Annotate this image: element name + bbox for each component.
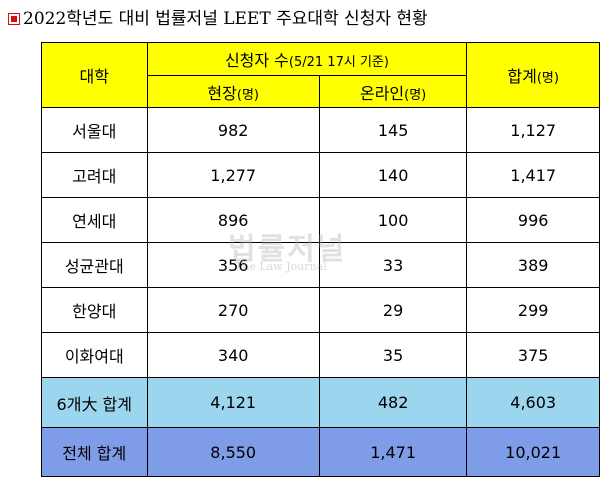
table-row: 연세대 896 100 996: [41, 197, 600, 243]
table-row: 서울대 982 145 1,127: [41, 107, 600, 153]
cell-university: 전체 합계: [41, 427, 148, 477]
cell-total: 996: [466, 197, 600, 243]
header-total: 합계(명): [466, 42, 600, 108]
header-applicants: 신청자 수(5/21 17시 기준): [146, 42, 468, 76]
cell-online: 1,471: [318, 427, 468, 477]
cell-onsite: 270: [146, 287, 320, 333]
cell-onsite: 340: [146, 332, 320, 378]
header-online: 온라인(명): [318, 75, 468, 108]
cell-online: 33: [318, 242, 468, 288]
cell-onsite: 896: [146, 197, 320, 243]
cell-total: 4,603: [466, 377, 600, 428]
cell-online: 140: [318, 152, 468, 198]
cell-university: 한양대: [41, 287, 148, 333]
header-applicants-main: 신청자 수: [224, 51, 289, 70]
cell-onsite: 356: [146, 242, 320, 288]
watermark-subtitle: The Law Journal: [235, 260, 327, 273]
cell-total: 389: [466, 242, 600, 288]
table-row: 성균관대 356 33 389: [41, 242, 600, 288]
title-text: 2022학년도 대비 법률저널 LEET 주요대학 신청자 현황: [23, 9, 428, 29]
page-title: 2022학년도 대비 법률저널 LEET 주요대학 신청자 현황: [8, 6, 428, 32]
applicants-table: 대학 신청자 수(5/21 17시 기준) 합계(명) 현장(명) 온라인(명)…: [41, 42, 600, 477]
red-square-bullet-icon: [8, 13, 20, 25]
cell-university: 이화여대: [41, 332, 148, 378]
table-row: 이화여대 340 35 375: [41, 332, 600, 378]
grand-total-row: 전체 합계 8,550 1,471 10,021: [41, 427, 600, 477]
header-applicants-note: (5/21 17시 기준): [288, 55, 389, 70]
watermark-logo: 법률저널: [228, 232, 347, 267]
cell-university: 연세대: [41, 197, 148, 243]
table-row: 한양대 270 29 299: [41, 287, 600, 333]
cell-total: 1,417: [466, 152, 600, 198]
cell-online: 29: [318, 287, 468, 333]
cell-total: 1,127: [466, 107, 600, 153]
header-row-1: 대학 신청자 수(5/21 17시 기준) 합계(명): [41, 42, 600, 108]
cell-onsite: 982: [146, 107, 320, 153]
header-onsite: 현장(명): [146, 75, 320, 108]
cell-onsite: 1,277: [146, 152, 320, 198]
header-university: 대학: [41, 42, 148, 108]
cell-onsite: 4,121: [146, 377, 320, 428]
header-total-label: 합계: [507, 67, 537, 86]
cell-online: 35: [318, 332, 468, 378]
cell-university: 성균관대: [41, 242, 148, 288]
cell-total: 375: [466, 332, 600, 378]
header-total-unit: (명): [536, 71, 559, 86]
header-onsite-label: 현장: [207, 83, 237, 103]
header-online-unit: (명): [404, 87, 427, 103]
header-onsite-unit: (명): [236, 87, 259, 103]
table-row: 고려대 1,277 140 1,417: [41, 152, 600, 198]
cell-university: 6개大 합계: [41, 377, 148, 428]
cell-total: 299: [466, 287, 600, 333]
header-online-label: 온라인: [359, 83, 405, 103]
cell-total: 10,021: [466, 427, 600, 477]
six-universities-total-row: 6개大 합계 4,121 482 4,603: [41, 377, 600, 428]
cell-online: 145: [318, 107, 468, 153]
cell-online: 482: [318, 377, 468, 428]
cell-university: 고려대: [41, 152, 148, 198]
cell-onsite: 8,550: [146, 427, 320, 477]
cell-university: 서울대: [41, 107, 148, 153]
